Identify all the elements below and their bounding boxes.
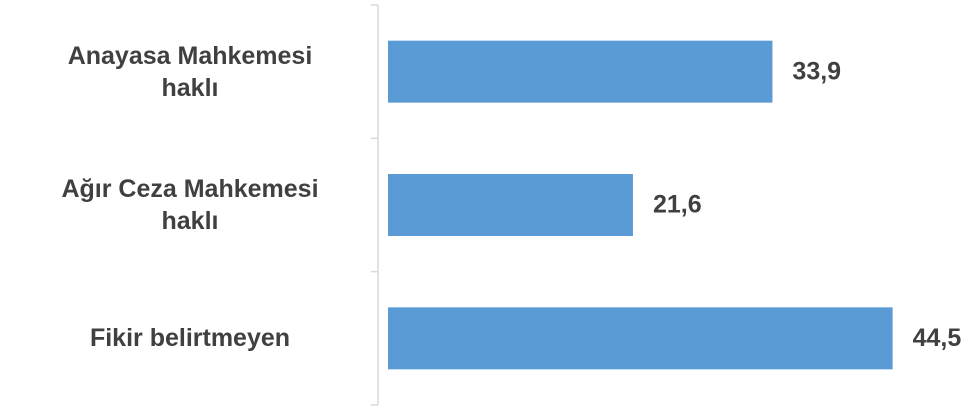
category-label: Ağır Ceza Mahkemesi haklı <box>61 175 319 235</box>
value-label: 21,6 <box>653 191 702 219</box>
category-label: Anayasa Mahkemesi haklı <box>67 41 313 102</box>
bar <box>388 174 633 236</box>
bar <box>388 307 893 370</box>
value-label: 44,5 <box>913 324 962 352</box>
bar <box>388 40 773 103</box>
value-label: 33,9 <box>792 57 841 85</box>
category-label: Fikir belirtmeyen <box>89 324 291 353</box>
